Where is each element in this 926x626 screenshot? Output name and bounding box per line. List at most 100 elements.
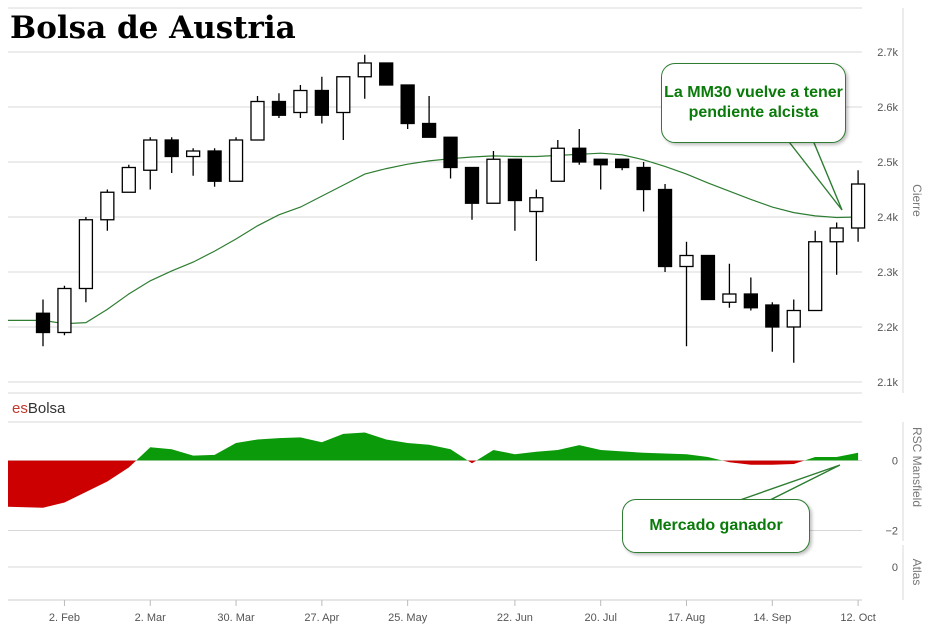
candle-body-up — [786, 309, 801, 328]
brand-part-bolsa: Bolsa — [27, 400, 66, 417]
candle-body-down — [271, 100, 287, 116]
candle — [486, 151, 501, 204]
callout-ma30-pointer — [784, 137, 843, 211]
candle — [615, 158, 630, 171]
candle-body-up — [185, 150, 201, 158]
candle-body-down — [35, 312, 51, 334]
candles — [35, 54, 866, 363]
x-tick-label: 17. Aug — [668, 612, 705, 624]
candle-body-up — [850, 183, 866, 229]
candle-body-up — [808, 241, 823, 312]
candle — [722, 263, 737, 308]
candle — [421, 96, 437, 138]
candle — [78, 217, 94, 303]
candle — [657, 184, 673, 272]
rsc-mansfield-area — [8, 432, 859, 508]
price-tick-label: 2.2k — [877, 322, 898, 334]
x-tick-label: 30. Mar — [217, 612, 255, 624]
candle — [314, 76, 330, 124]
candle-body-up — [250, 100, 265, 141]
x-tick-label: 12. Oct — [840, 612, 875, 624]
candle — [550, 140, 565, 182]
candle — [250, 96, 265, 141]
rsc-tick-label: −2 — [885, 526, 898, 538]
candle-body-up — [357, 62, 372, 78]
candle — [185, 148, 201, 176]
candle-body-down — [164, 139, 179, 158]
atlas-tick-label: 0 — [892, 562, 898, 574]
candle-body-down — [700, 254, 716, 301]
x-tick-label: 20. Jul — [584, 612, 616, 624]
atlas-axis-title: Atlas — [910, 559, 924, 586]
candle-body-up — [228, 139, 244, 182]
candle — [443, 136, 458, 179]
x-tick-label: 2. Feb — [49, 612, 80, 624]
candle — [336, 76, 351, 140]
x-tick-label: 14. Sep — [753, 612, 791, 624]
price-tick-label: 2.3k — [877, 267, 898, 279]
candle — [207, 148, 222, 187]
candle-body-up — [143, 139, 158, 171]
candle-body-down — [507, 158, 523, 202]
candle — [507, 158, 523, 231]
candle-body-up — [829, 227, 844, 243]
brand-part-es: es — [12, 400, 28, 417]
candle — [529, 189, 544, 261]
candle-body-down — [615, 158, 630, 169]
candle-body-up — [100, 191, 115, 221]
candle — [700, 254, 716, 301]
candle-body-up — [78, 219, 94, 290]
candle — [743, 277, 758, 311]
candle — [636, 162, 651, 212]
ma30-line-group — [8, 152, 859, 325]
candle — [786, 299, 801, 363]
candle — [850, 170, 866, 242]
candle — [464, 166, 480, 220]
candle-body-down — [207, 150, 222, 182]
price-tick-label: 2.7k — [877, 47, 898, 59]
candle-body-down — [443, 136, 458, 169]
candle-body-up — [57, 287, 72, 334]
rsc-axis-title: RSC Mansfield — [910, 427, 924, 507]
price-tick-label: 2.4k — [877, 212, 898, 224]
candle-body-down — [636, 166, 651, 191]
candle — [271, 93, 287, 118]
callout-ma30-note: La MM30 vuelve a tener pendiente alcista — [661, 63, 846, 143]
candle — [57, 285, 72, 336]
x-tick-label: 27. Apr — [304, 612, 339, 624]
price-tick-label: 2.1k — [877, 377, 898, 389]
candle — [164, 137, 179, 173]
candle-body-down — [657, 188, 673, 268]
rsc-tick-label: 0 — [892, 456, 898, 468]
candle — [121, 164, 136, 193]
candle — [379, 62, 394, 86]
candle-body-up — [336, 76, 351, 114]
candle-body-up — [486, 158, 501, 204]
price-tick-label: 2.6k — [877, 102, 898, 114]
candle — [35, 299, 51, 347]
candle-body-down — [464, 166, 480, 204]
callout-market-note: Mercado ganador — [622, 499, 810, 553]
candle-body-up — [722, 293, 737, 303]
candle — [765, 302, 780, 352]
axes: 2.1k 2.2k 2.3k 2.4k 2.5k 2.6k 2.7k Cierre RSC Ma… — [49, 8, 924, 624]
candle — [143, 137, 158, 190]
price-axis-title: Cierre — [910, 184, 924, 217]
candle-body-up — [529, 197, 544, 213]
candle-body-down — [314, 89, 330, 116]
candle — [400, 84, 415, 129]
candle — [572, 129, 587, 165]
candle-body-down — [743, 293, 758, 309]
candle — [593, 158, 608, 190]
candle-body-down — [379, 62, 394, 86]
chart-title: Bolsa de Austria — [10, 10, 296, 46]
x-tick-label: 25. May — [388, 612, 428, 624]
candle-body-up — [293, 89, 308, 114]
candle — [100, 189, 115, 231]
candle — [679, 241, 694, 347]
candle-body-down — [572, 147, 587, 163]
rsc-positive-area — [8, 432, 859, 461]
candle-body-up — [121, 166, 136, 193]
callout-market-pointer — [739, 464, 841, 501]
